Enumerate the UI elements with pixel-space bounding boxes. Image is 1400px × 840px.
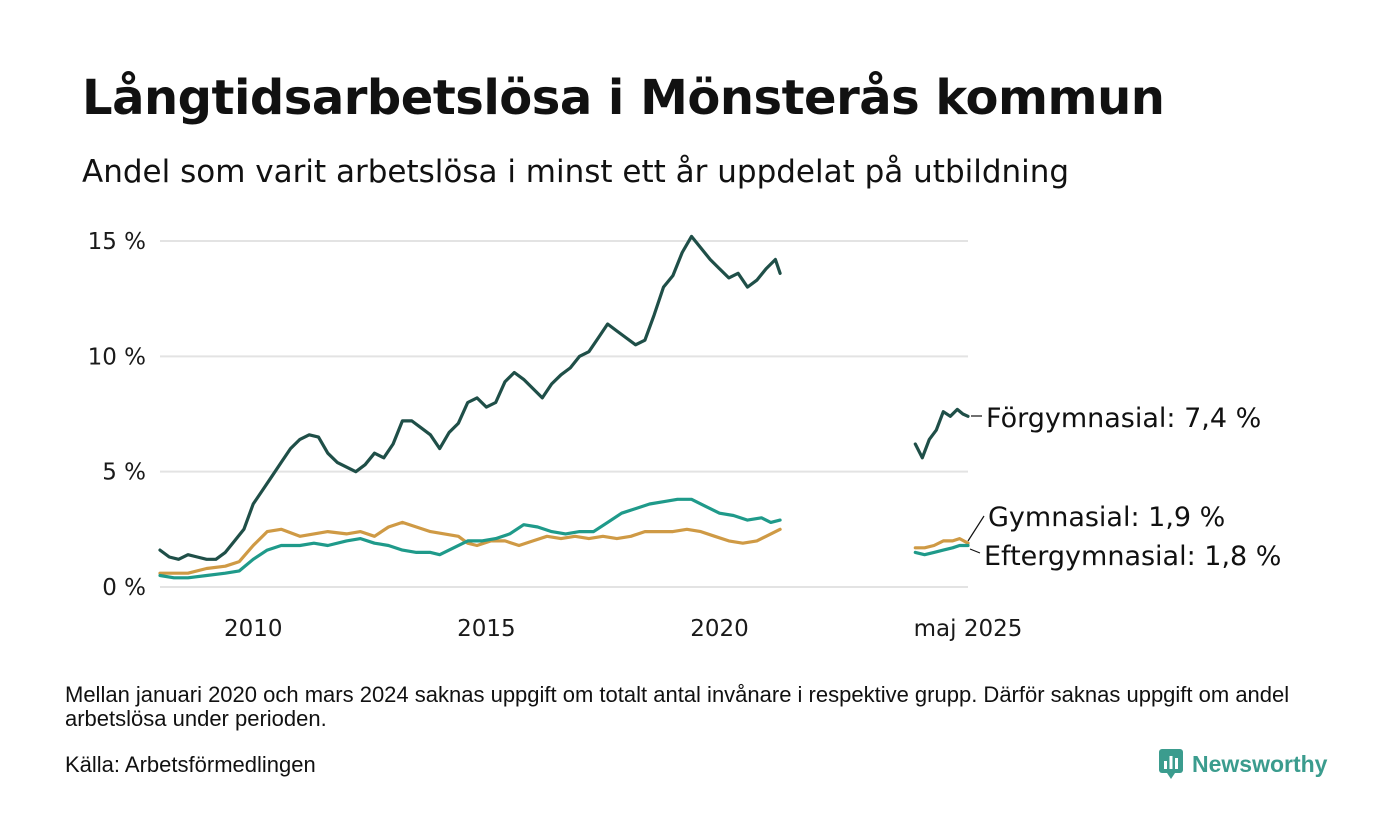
x-tick-label: maj 2025 <box>914 616 1023 642</box>
x-tick-label: 2015 <box>457 616 516 642</box>
series-line-eftergymnasial-1 <box>913 543 970 557</box>
series-end-label: Eftergymnasial: 1,8 % <box>984 541 1281 572</box>
gridlines <box>160 240 968 588</box>
x-axis-ticks: 2010 2015 2020 maj 2025 <box>224 616 1022 642</box>
y-tick-label: 10 % <box>88 344 146 370</box>
chart-subtitle: Andel som varit arbetslösa i minst ett å… <box>82 154 1070 190</box>
series-labels: Förgymnasial: 7,4 % Gymnasial: 1,9 % Efter… <box>967 403 1281 572</box>
x-tick-label: 2010 <box>224 616 283 642</box>
brand-name: Newsworthy <box>1192 750 1328 777</box>
series-lines <box>158 234 970 580</box>
brand: Newsworthy <box>1158 746 1327 782</box>
y-axis-ticks: 0 % 5 % 10 % 15 % <box>88 229 146 601</box>
series-line-eftergymnasial-0 <box>158 497 782 580</box>
chart-title: Långtidsarbetslösa i Mönsterås kommun <box>82 70 1165 126</box>
series-end-label: Gymnasial: 1,9 % <box>988 502 1225 533</box>
source-text: Källa: Arbetsförmedlingen <box>65 752 316 777</box>
label-leader-line <box>967 515 985 542</box>
y-tick-label: 5 % <box>102 460 146 486</box>
footnote: Mellan januari 2020 och mars 2024 saknas… <box>65 682 1290 731</box>
newsworthy-logo-icon <box>1159 749 1183 779</box>
label-leader-line <box>969 548 981 554</box>
x-tick-label: 2020 <box>690 616 749 642</box>
y-tick-label: 15 % <box>88 229 146 255</box>
y-tick-label: 0 % <box>102 575 146 601</box>
series-end-label: Förgymnasial: 7,4 % <box>986 403 1261 434</box>
series-line-gymnasial-0 <box>158 520 782 575</box>
series-line-gymnasial-1 <box>913 537 970 550</box>
series-line-förgymnasial-1 <box>913 407 970 460</box>
line-chart: 0 % 5 % 10 % 15 % 2010 2015 2020 maj 2025 Förg… <box>88 229 1282 642</box>
series-line-förgymnasial-0 <box>158 234 782 561</box>
